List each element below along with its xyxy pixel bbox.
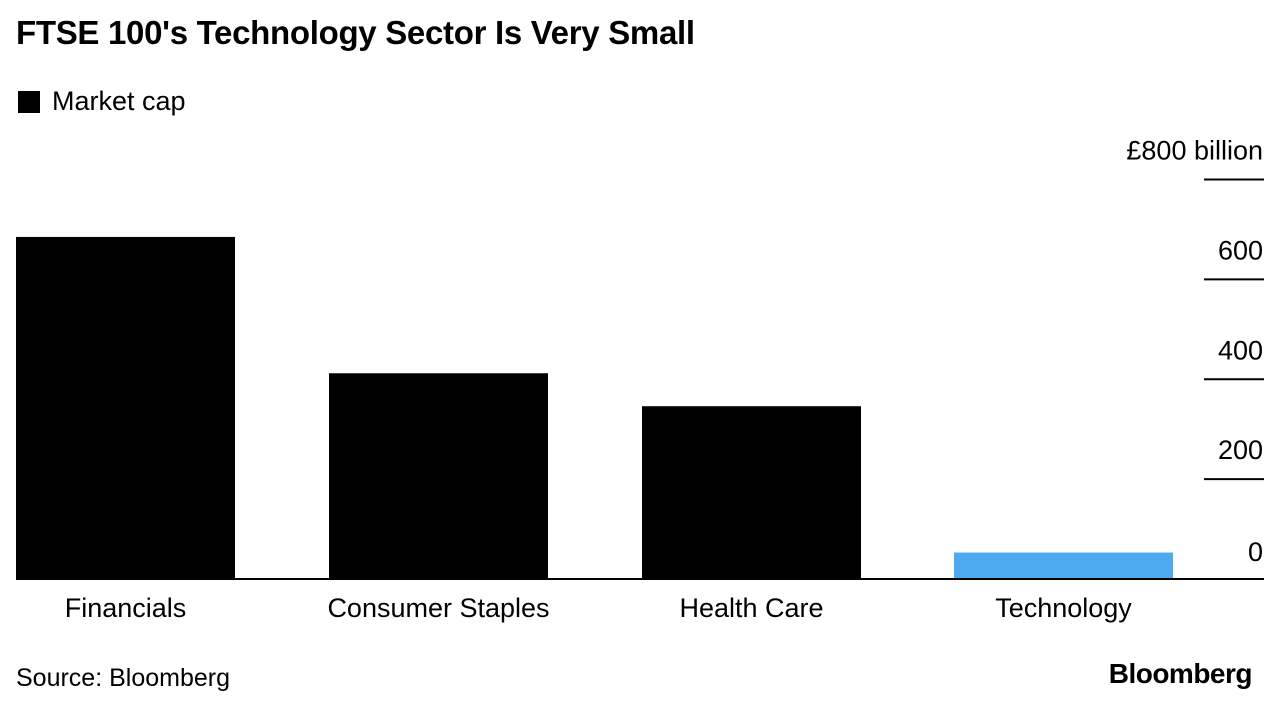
- y-tick-label: 200: [1218, 435, 1263, 465]
- source-note: Source: Bloomberg: [16, 664, 231, 692]
- bar-health-care: [642, 406, 861, 579]
- x-tick-label: Health Care: [679, 593, 823, 623]
- y-tick-label: 0: [1248, 537, 1263, 567]
- x-tick-label: Financials: [65, 593, 187, 623]
- legend-label: Market cap: [52, 86, 186, 116]
- x-tick-label: Consumer Staples: [327, 593, 549, 623]
- chart-title: FTSE 100's Technology Sector Is Very Sma…: [16, 14, 695, 51]
- legend: Market cap: [18, 86, 186, 117]
- bar-technology: [954, 552, 1173, 579]
- y-tick-label: 400: [1218, 335, 1263, 365]
- y-tick-label: £800 billion: [1126, 136, 1263, 166]
- bar-consumer-staples: [329, 373, 548, 579]
- x-tick-label: Technology: [995, 593, 1132, 623]
- bar-financials: [16, 236, 235, 579]
- legend-swatch: [18, 90, 40, 113]
- bar-chart: Financials Consumer Staples Health Care Tec…: [16, 136, 1264, 623]
- y-tick-label: 600: [1218, 235, 1263, 265]
- bloomberg-logo: Bloomberg: [1108, 658, 1253, 689]
